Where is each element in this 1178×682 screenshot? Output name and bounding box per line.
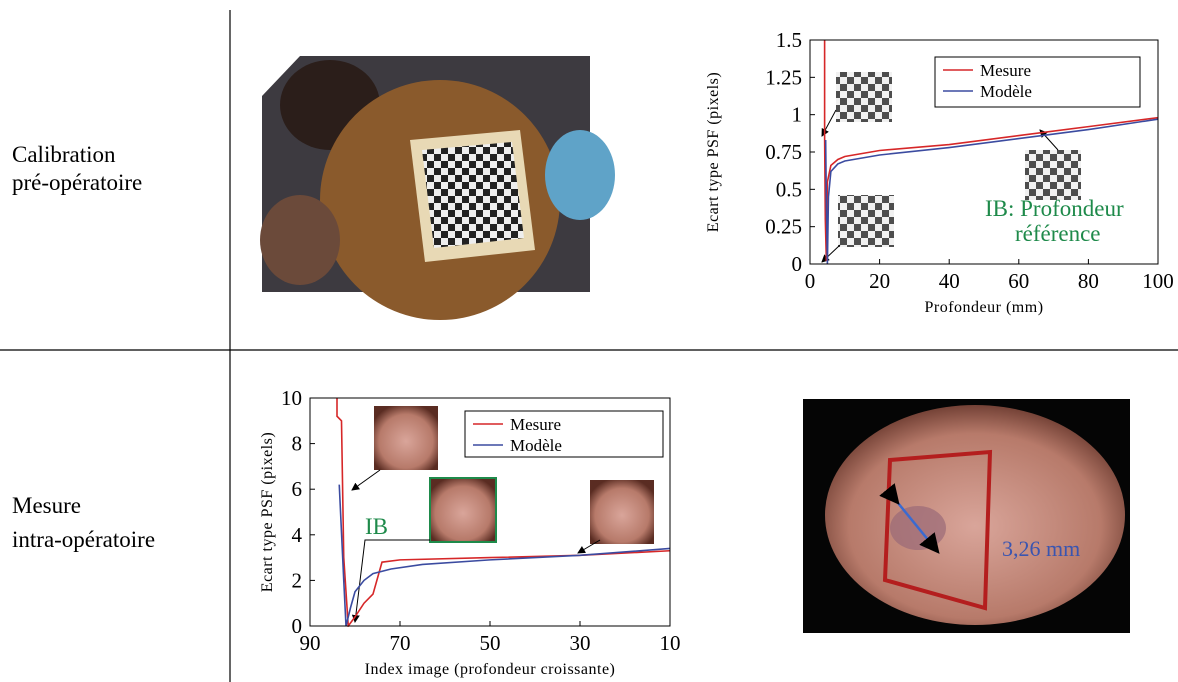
x-tick-label: 90 — [300, 631, 321, 655]
series-line — [824, 118, 1158, 265]
series-line — [336, 398, 670, 627]
x-axis-label: Profondeur (mm) — [924, 299, 1043, 316]
annotation: référence — [1015, 221, 1101, 246]
y-tick-label: 8 — [292, 432, 303, 456]
measurement-label: 3,26 mm — [1002, 536, 1080, 561]
y-axis-label: Ecart type PSF (pixels) — [705, 72, 722, 232]
y-tick-label: 0.5 — [776, 177, 802, 201]
legend-label: Mesure — [510, 415, 561, 434]
x-tick-label: 10 — [660, 631, 681, 655]
y-tick-label: 0.25 — [765, 215, 802, 239]
x-tick-label: 80 — [1078, 269, 1099, 293]
y-tick-label: 6 — [292, 477, 303, 501]
series-line — [338, 484, 670, 627]
row-label: intra-opératoire — [12, 527, 155, 552]
y-tick-label: 1.5 — [776, 28, 802, 52]
annotation: IB — [365, 514, 388, 539]
y-tick-label: 0 — [292, 614, 303, 638]
x-tick-label: 20 — [869, 269, 890, 293]
row-label: Calibration — [12, 142, 116, 167]
y-tick-label: 0.75 — [765, 140, 802, 164]
x-tick-label: 40 — [939, 269, 960, 293]
x-tick-label: 60 — [1008, 269, 1029, 293]
legend-box — [934, 56, 1141, 108]
y-tick-label: 4 — [292, 523, 303, 547]
x-axis-label: Index image (profondeur croissante) — [365, 661, 616, 678]
x-tick-label: 70 — [390, 631, 411, 655]
legend-box — [464, 410, 664, 458]
annotation: IB: Profondeur — [985, 196, 1124, 221]
x-tick-label: 100 — [1142, 269, 1174, 293]
y-tick-label: 1 — [792, 103, 803, 127]
inset-images — [351, 72, 1081, 623]
x-tick-label: 50 — [480, 631, 501, 655]
legend-label: Modèle — [980, 82, 1032, 101]
series-line — [823, 40, 1158, 262]
row-label: Mesure — [12, 493, 81, 518]
y-tick-label: 1.25 — [765, 65, 802, 89]
legend-label: Mesure — [980, 61, 1031, 80]
y-tick-label: 10 — [281, 386, 302, 410]
x-tick-label: 30 — [570, 631, 591, 655]
endoscopy-image: 3,26 mm — [803, 399, 1130, 633]
y-axis-label: Ecart type PSF (pixels) — [259, 432, 276, 592]
calibration-photo — [260, 56, 615, 320]
y-tick-label: 2 — [292, 568, 303, 592]
row-label: pré-opératoire — [12, 170, 142, 195]
x-tick-label: 0 — [805, 269, 816, 293]
legend-label: Modèle — [510, 436, 562, 455]
y-tick-label: 0 — [792, 252, 803, 276]
